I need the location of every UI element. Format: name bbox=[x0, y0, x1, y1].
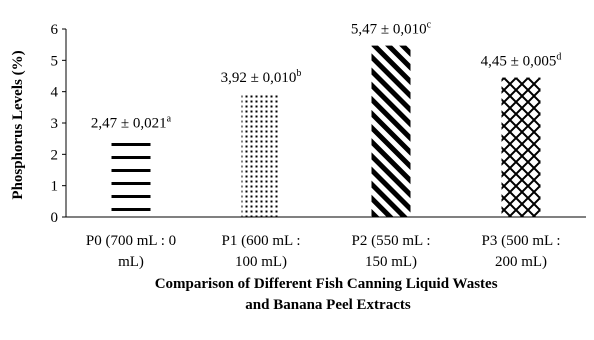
bar bbox=[111, 139, 151, 217]
x-tick-label-line: 150 mL) bbox=[365, 254, 417, 270]
x-tick-label-line: P1 (600 mL : bbox=[221, 233, 300, 249]
x-tick-label-line: P3 (500 mL : bbox=[481, 233, 560, 249]
x-tick-label: P0 (700 mL : 0 mL) bbox=[86, 233, 176, 270]
data-label: 3,92 ± 0,010b bbox=[221, 68, 302, 86]
x-tick-label-line: 100 mL) bbox=[235, 254, 287, 270]
data-label-value: 2,47 ± 0,021 bbox=[91, 116, 167, 132]
data-label-value: 4,45 ± 0,005 bbox=[481, 54, 557, 70]
data-label-letter: c bbox=[427, 20, 432, 31]
x-tick-label: P3 (500 mL : 200 mL) bbox=[481, 233, 560, 270]
bar bbox=[241, 94, 281, 217]
x-tick-label-line: P0 (700 mL : 0 bbox=[86, 233, 176, 249]
data-label-letter: a bbox=[167, 114, 172, 125]
y-tick-label: 2 bbox=[51, 147, 59, 163]
bars bbox=[111, 45, 541, 218]
bar bbox=[371, 45, 411, 218]
y-tick-label: 1 bbox=[51, 179, 59, 195]
data-label-value: 3,92 ± 0,010 bbox=[221, 70, 297, 86]
y-tick-label: 4 bbox=[51, 85, 59, 101]
x-axis-title-line-1: Comparison of Different Fish Canning Liq… bbox=[155, 276, 498, 292]
x-axis: P0 (700 mL : 0 mL) P1 (600 mL : 100 mL) P2 (… bbox=[66, 216, 586, 270]
y-axis-title: Phosphorus Levels (%) bbox=[10, 50, 26, 199]
y-tick-label: 5 bbox=[51, 53, 59, 69]
data-label-letter: d bbox=[556, 52, 561, 63]
value-labels: 2,47 ± 0,021a 3,92 ± 0,010b 5,47 ± 0,010c 4… bbox=[91, 20, 561, 132]
data-label-value: 5,47 ± 0,010 bbox=[351, 22, 427, 38]
data-label: 2,47 ± 0,021a bbox=[91, 114, 172, 132]
y-tick-label: 6 bbox=[51, 22, 59, 38]
y-tick-label: 0 bbox=[51, 210, 59, 226]
x-tick-label: P1 (600 mL : 100 mL) bbox=[221, 233, 300, 270]
data-label: 4,45 ± 0,005d bbox=[481, 52, 562, 70]
x-tick-label: P2 (550 mL : 150 mL) bbox=[351, 233, 430, 270]
data-label-letter: b bbox=[296, 68, 301, 79]
x-axis-title-line-2: and Banana Peel Extracts bbox=[245, 297, 411, 313]
x-axis-title: Comparison of Different Fish Canning Liq… bbox=[155, 276, 502, 313]
data-label: 5,47 ± 0,010c bbox=[351, 20, 432, 38]
y-tick-label: 3 bbox=[51, 116, 59, 132]
x-tick-label-line: 200 mL) bbox=[495, 254, 547, 270]
x-tick-label-line: mL) bbox=[118, 254, 144, 270]
x-tick-label-line: P2 (550 mL : bbox=[351, 233, 430, 249]
bar bbox=[501, 77, 541, 217]
y-axis: 0 1 2 3 4 5 6 bbox=[51, 22, 67, 226]
